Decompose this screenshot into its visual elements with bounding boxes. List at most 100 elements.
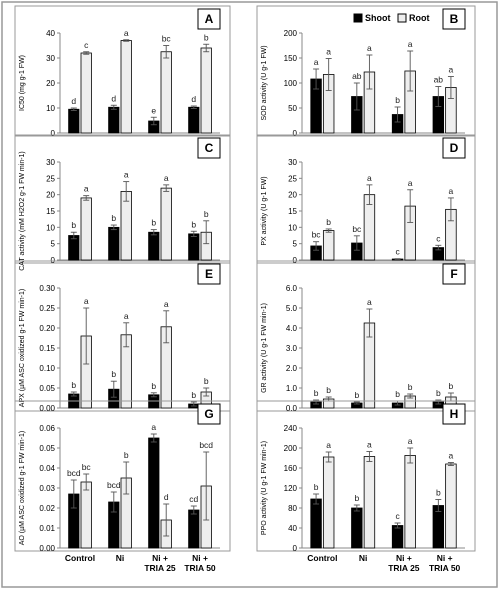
y-tick-label: 10 xyxy=(46,223,55,232)
x-category-label: Control xyxy=(307,553,337,563)
x-category-label: Ni xyxy=(116,553,125,563)
panel-letter-box xyxy=(197,8,221,30)
y-axis-label: AO (µM ASC oxidized g-1 FW min-1) xyxy=(19,431,26,546)
panel-e: E 0.00 0.05 0.10 0.15 0.20 0.25 0.30 APX (µM ASC… xyxy=(14,260,231,413)
significance-letter: b xyxy=(354,493,359,503)
significance-letter: bc xyxy=(352,224,362,234)
y-axis-label: APX (µM ASC oxidized g-1 FW min-1) xyxy=(19,289,26,407)
panel-letter-box xyxy=(197,263,221,285)
panel-frame xyxy=(256,260,476,412)
panel-letter: G xyxy=(204,407,213,421)
panel-letter: D xyxy=(450,141,459,155)
significance-letter: b xyxy=(314,388,319,398)
bar-root xyxy=(120,190,132,261)
panel-letter: E xyxy=(205,267,213,281)
panel-letter: F xyxy=(450,267,457,281)
panel-g: G 0.00 0.01 0.02 0.03 0.04 0.05 0.06 AO (µM ASC … xyxy=(14,400,231,573)
significance-letter: c xyxy=(395,511,400,521)
panel-frame xyxy=(256,134,476,264)
significance-letter: a xyxy=(449,451,454,461)
significance-letter: e xyxy=(151,105,156,115)
significance-letter: a xyxy=(449,65,454,75)
significance-letter: a xyxy=(124,311,129,321)
y-tick-label: 0.05 xyxy=(39,384,55,393)
significance-letter: b xyxy=(449,381,454,391)
y-tick-label: 0.30 xyxy=(39,284,55,293)
bar-shoot xyxy=(148,231,160,261)
panel-frame xyxy=(14,5,231,137)
y-tick-label: 80 xyxy=(288,504,297,513)
y-tick-label: 0.10 xyxy=(39,364,55,373)
bar-shoot xyxy=(188,509,200,549)
y-tick-label: 240 xyxy=(284,424,298,433)
y-tick-label: 40 xyxy=(288,524,297,533)
significance-letter: cd xyxy=(189,494,198,504)
x-category-label: Control xyxy=(65,553,95,563)
bar-root xyxy=(322,456,335,549)
x-category-label: Ni + xyxy=(192,553,208,563)
bar-root xyxy=(404,455,416,549)
y-tick-label: 25 xyxy=(288,174,297,183)
panel-frame xyxy=(256,400,476,552)
y-tick-label: 0.06 xyxy=(39,424,55,433)
bar-shoot xyxy=(351,507,363,549)
y-tick-label: 160 xyxy=(284,464,298,473)
y-tick-label: 6.0 xyxy=(286,284,298,293)
bar-root xyxy=(322,230,335,261)
y-tick-label: 30 xyxy=(288,158,297,167)
panel-letter-box xyxy=(442,403,466,425)
panel-letter: H xyxy=(450,407,459,421)
bar-shoot xyxy=(391,525,404,549)
bar-shoot xyxy=(108,106,120,134)
bar-shoot xyxy=(108,226,120,261)
legend-root-label: Root xyxy=(409,13,430,23)
x-category-label: Ni + xyxy=(152,553,168,563)
significance-letter: b xyxy=(111,369,116,379)
y-tick-label: 40 xyxy=(46,29,55,38)
y-tick-label: 20 xyxy=(288,191,297,200)
significance-letter: d xyxy=(191,94,196,104)
bar-root xyxy=(160,187,172,261)
significance-letter: a xyxy=(151,422,156,432)
significance-letter: a xyxy=(408,39,413,49)
y-tick-label: 20 xyxy=(46,79,55,88)
x-category-label: TRIA 25 xyxy=(144,563,176,573)
panel-frame xyxy=(256,5,476,137)
legend-shoot-swatch xyxy=(353,13,363,23)
bar-root xyxy=(363,456,376,549)
significance-letter: a xyxy=(326,47,331,57)
bar-shoot xyxy=(188,106,200,134)
legend-root-swatch xyxy=(397,13,407,23)
panel-letter: B xyxy=(450,12,459,26)
legend-shoot-label: Shoot xyxy=(365,13,391,23)
panel-frame xyxy=(14,134,231,264)
y-tick-label: 5.0 xyxy=(286,304,298,313)
significance-letter: a xyxy=(408,436,413,446)
significance-letter: b xyxy=(314,482,319,492)
y-tick-label: 3.0 xyxy=(286,344,298,353)
y-tick-label: 15 xyxy=(46,207,55,216)
y-axis-label: GR activity (U g-1 FW min-1) xyxy=(261,303,268,393)
panel-letter-box xyxy=(442,263,466,285)
significance-letter: a xyxy=(164,173,169,183)
significance-letter: a xyxy=(84,184,89,194)
significance-letter: c xyxy=(395,247,400,257)
significance-letter: a xyxy=(124,28,129,38)
significance-letter: b xyxy=(71,380,76,390)
y-tick-label: 0.01 xyxy=(39,524,55,533)
y-tick-label: 200 xyxy=(284,444,298,453)
y-tick-label: 150 xyxy=(284,54,298,63)
y-tick-label: 10 xyxy=(288,223,297,232)
bar-root xyxy=(200,47,212,134)
bar-root xyxy=(80,197,92,261)
significance-letter: b xyxy=(436,388,441,398)
significance-letter: a xyxy=(367,173,372,183)
significance-letter: b xyxy=(395,389,400,399)
y-tick-label: 120 xyxy=(284,484,298,493)
significance-letter: b xyxy=(71,220,76,230)
y-tick-label: 4.0 xyxy=(286,324,298,333)
panel-a: A 0 10 20 30 40 IC50 (mg g-1 FW) d d e d c a bc b xyxy=(14,5,231,138)
y-tick-label: 0 xyxy=(293,129,298,138)
